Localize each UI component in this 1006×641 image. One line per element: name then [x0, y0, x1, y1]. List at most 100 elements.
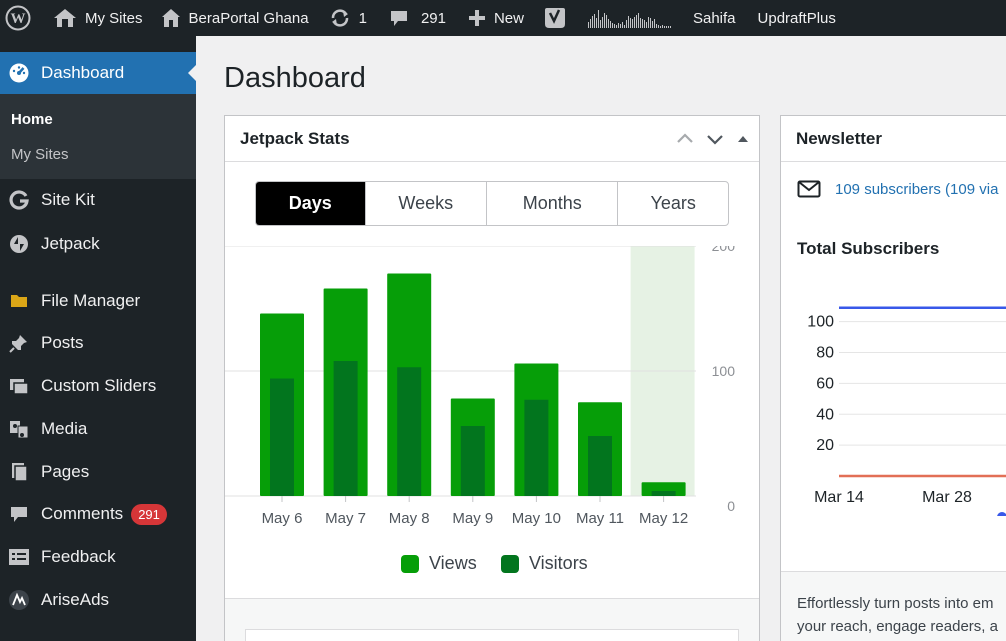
- newsletter-footer-line2: your reach, engage readers, a: [797, 618, 998, 635]
- sidebar-item-custom-sliders[interactable]: Custom Sliders: [0, 365, 196, 407]
- yoast-menu[interactable]: [532, 0, 574, 36]
- stats-bar-chart: 0 100 200 May 6 May 7 May 8 May 9 May 10 May 11 M…: [225, 246, 736, 526]
- new-content-menu[interactable]: New: [454, 0, 532, 36]
- site-name-menu[interactable]: BeraPortal Ghana: [151, 0, 317, 36]
- updraftplus-menu[interactable]: UpdraftPlus: [744, 0, 844, 36]
- sparkline-bar: [613, 24, 615, 28]
- sidebar-item-label: Posts: [41, 333, 84, 352]
- y-tick-label: 100: [712, 363, 736, 379]
- sidebar-item-ariseads[interactable]: AriseAds: [0, 579, 196, 621]
- sparkline-bar: [665, 26, 667, 28]
- sidebar-item-pages[interactable]: Pages: [0, 451, 196, 493]
- plus-icon: [468, 10, 485, 26]
- newsletter-widget: Newsletter 109 subscribers (109 via Tota…: [780, 115, 1006, 641]
- sparkline-bar: [623, 25, 625, 28]
- wordpress-logo-icon[interactable]: W: [0, 0, 39, 36]
- sparkline-bar: [639, 18, 641, 28]
- tab-days[interactable]: Days: [256, 182, 365, 225]
- sparkline-bar: [599, 20, 601, 28]
- sparkline-bar: [609, 21, 611, 28]
- submenu-my-sites[interactable]: My Sites: [11, 146, 69, 163]
- sparkline-bar: [617, 23, 619, 28]
- sidebar-item-dashboard[interactable]: Dashboard: [0, 52, 196, 94]
- x-tick-label: May 11: [576, 510, 624, 526]
- sparkline-bar: [601, 17, 603, 28]
- sidebar-item-file-manager[interactable]: File Manager: [0, 280, 196, 322]
- yoast-icon: [544, 8, 565, 28]
- subscribers-text: 109 subscribers (109 via: [835, 180, 999, 198]
- widget-header: Jetpack Stats: [225, 116, 759, 162]
- sparkline-bar: [645, 22, 647, 28]
- comments-count-badge: 291: [131, 503, 167, 525]
- widget-header: Newsletter: [781, 116, 1006, 162]
- sidebar-item-site-kit[interactable]: Site Kit: [0, 179, 196, 221]
- bar-visitors[interactable]: [333, 361, 358, 496]
- updraftplus-label: UpdraftPlus: [757, 9, 836, 27]
- tab-years[interactable]: Years: [617, 182, 728, 225]
- x-tick-label: May 6: [262, 510, 303, 526]
- x-tick-label: May 10: [512, 510, 561, 526]
- legend-views[interactable]: Views: [401, 553, 477, 574]
- tab-weeks[interactable]: Weeks: [364, 182, 486, 225]
- sparkline-bar: [615, 25, 617, 28]
- comments-menu[interactable]: 291: [375, 0, 454, 36]
- x-tick-label: May 7: [325, 510, 366, 526]
- updates-icon: [331, 9, 348, 27]
- sidebar-item-label: Comments: [41, 504, 124, 523]
- sparkline-bar: [595, 18, 597, 28]
- move-up-icon[interactable]: [675, 129, 695, 149]
- sparkline-bar: [607, 19, 609, 28]
- sparkline-bar: [659, 26, 661, 28]
- sidebar-item-jetpack[interactable]: Jetpack: [0, 223, 196, 265]
- updates-menu[interactable]: 1: [317, 0, 375, 36]
- sahifa-label: Sahifa: [692, 9, 736, 27]
- pages-icon: [8, 461, 30, 483]
- site-name-label: BeraPortal Ghana: [188, 9, 309, 27]
- sidebar-item-label: Jetpack: [41, 234, 100, 253]
- footer-card: [245, 629, 739, 641]
- collapse-toggle-icon[interactable]: [735, 131, 751, 147]
- sidebar-item-media[interactable]: Media: [0, 408, 196, 450]
- my-sites-label: My Sites: [85, 9, 143, 27]
- sidebar-item-feedback[interactable]: Feedback: [0, 536, 196, 578]
- svg-text:W: W: [11, 11, 26, 27]
- sparkline-bar: [643, 20, 645, 28]
- site-kit-icon: [8, 189, 30, 211]
- sidebar-item-posts[interactable]: Posts: [0, 322, 196, 364]
- sidebar-item-comments[interactable]: Comments 291: [0, 493, 196, 535]
- home-icon: [161, 9, 180, 27]
- widget-footer: [225, 598, 759, 641]
- admin-bar: W My Sites BeraPortal Ghana 1 291 New Sa…: [0, 0, 1006, 36]
- tab-months[interactable]: Months: [486, 182, 617, 225]
- media-icon: [8, 418, 30, 440]
- sparkline-bar: [661, 25, 663, 28]
- x-tick-label: Mar 28: [922, 489, 972, 506]
- total-subscribers-title: Total Subscribers: [797, 239, 940, 258]
- sparkline-bar: [591, 16, 593, 28]
- sparkline-bar: [597, 10, 599, 28]
- sparkline-bar: [587, 22, 589, 28]
- y-tick-label: 80: [816, 345, 834, 362]
- bar-visitors[interactable]: [397, 367, 422, 496]
- bar-visitors[interactable]: [270, 378, 294, 497]
- bar-visitors[interactable]: [460, 426, 485, 496]
- my-sites-menu[interactable]: My Sites: [39, 0, 151, 36]
- move-down-icon[interactable]: [705, 129, 725, 149]
- x-tick-label: May 12: [639, 510, 688, 526]
- sparkline-bar: [619, 24, 621, 28]
- sahifa-menu[interactable]: Sahifa: [681, 0, 744, 36]
- bar-visitors[interactable]: [588, 436, 612, 496]
- updates-count: 1: [358, 9, 367, 27]
- bar-visitors[interactable]: [651, 491, 676, 496]
- legend-dot[interactable]: [997, 512, 1006, 516]
- x-tick-label: May 9: [452, 510, 493, 526]
- sparkline-bar: [625, 20, 627, 28]
- subscribers-link[interactable]: 109 subscribers (109 via: [797, 180, 998, 198]
- bar-visitors[interactable]: [524, 399, 549, 496]
- sidebar-item-label: File Manager: [41, 291, 141, 310]
- submenu-home[interactable]: Home: [11, 111, 53, 128]
- legend-visitors[interactable]: Visitors: [501, 553, 588, 574]
- y-tick-label: 200: [712, 246, 736, 254]
- y-tick-label: 40: [816, 406, 834, 423]
- stats-sparkline[interactable]: [574, 8, 681, 28]
